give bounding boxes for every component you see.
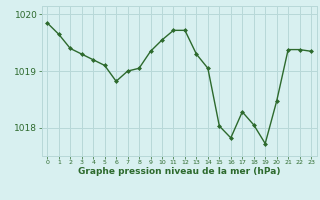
X-axis label: Graphe pression niveau de la mer (hPa): Graphe pression niveau de la mer (hPa) xyxy=(78,167,280,176)
